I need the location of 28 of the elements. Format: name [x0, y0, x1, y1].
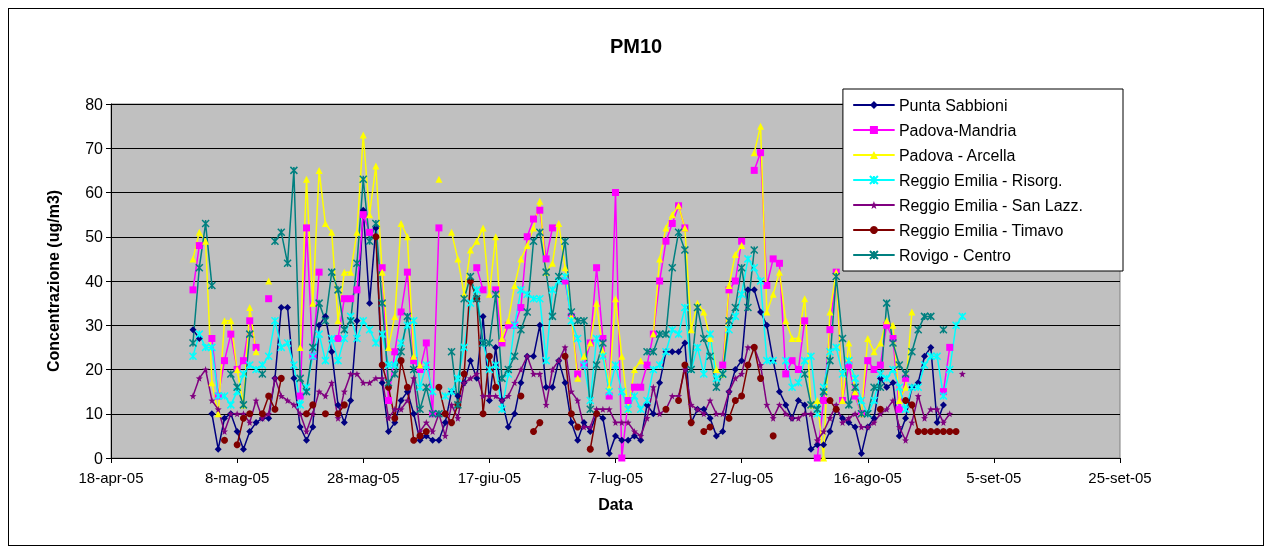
x-tick-label: 5-set-05 — [966, 469, 1022, 486]
legend-label: Rovigo - Centro — [898, 246, 1012, 264]
legend-label: Padova - Arcella — [898, 146, 1016, 164]
y-tick-label: 50 — [85, 228, 104, 246]
x-tick-label: 27-lug-05 — [709, 469, 774, 486]
x-tick-label: 7-lug-05 — [587, 469, 644, 486]
x-axis-title: Data — [598, 495, 633, 513]
legend-label: Padova-Mandria — [898, 121, 1017, 139]
legend-label: Reggio Emilia - San Lazz. — [898, 196, 1084, 214]
y-tick-label: 80 — [85, 95, 104, 113]
x-tick-label: 16-ago-05 — [833, 469, 902, 486]
x-tick-label: 18-apr-05 — [78, 469, 144, 486]
y-tick-label: 10 — [85, 405, 104, 423]
chart-title: PM10 — [609, 35, 663, 57]
y-tick-label: 60 — [85, 184, 104, 201]
x-tick-label: 25-set-05 — [1088, 469, 1152, 486]
y-tick-label: 30 — [85, 316, 104, 334]
legend-label: Reggio Emilia - Risorg. — [898, 171, 1063, 189]
x-tick-label: 28-mag-05 — [326, 469, 400, 486]
y-tick-label: 20 — [85, 361, 104, 378]
x-tick-label: 17-giu-05 — [457, 469, 522, 486]
legend-label: Reggio Emilia - Timavo — [898, 221, 1064, 239]
x-tick-label: 8-mag-05 — [205, 469, 270, 486]
y-tick-label: 0 — [94, 449, 104, 467]
y-tick-label: 40 — [85, 272, 104, 290]
y-axis-title: Concentrazione (ug/m3) — [44, 189, 62, 373]
legend-label: Punta Sabbioni — [898, 96, 1008, 114]
y-tick-label: 70 — [85, 139, 104, 157]
